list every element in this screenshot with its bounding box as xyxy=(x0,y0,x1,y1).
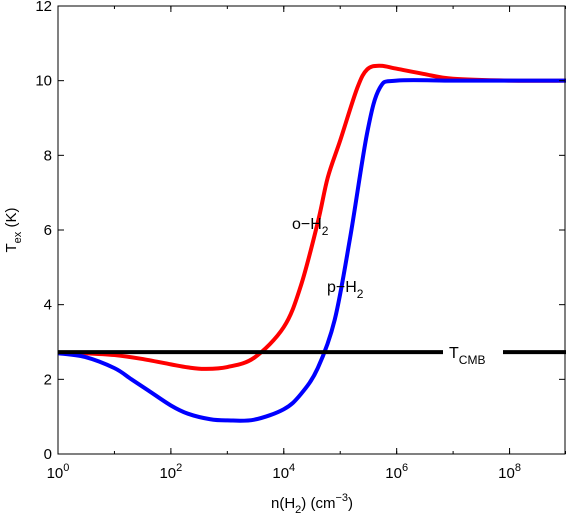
axis-ticks xyxy=(57,5,566,455)
series-line-1 xyxy=(58,78,566,423)
y-axis-label: Tex (K) xyxy=(3,208,24,253)
x-tick-label: 108 xyxy=(498,462,521,482)
y-tick-label: 10 xyxy=(35,73,52,90)
y-tick-label: 6 xyxy=(44,222,52,239)
tcmb-label-bg xyxy=(443,338,503,368)
x-tick-label: 100 xyxy=(47,462,70,482)
axis-labels: 100 102 104 106 108 0 2 4 6 8 10 12 n(H2) (cm−3) Tex … xyxy=(3,0,521,516)
y-tick-label: 12 xyxy=(35,0,52,15)
x-tick-label: 104 xyxy=(272,462,295,482)
y-tick-label: 0 xyxy=(44,446,52,463)
y-tick-label: 4 xyxy=(44,297,52,314)
curve-annotation-0: o−H2 xyxy=(292,216,329,238)
x-axis-label: n(H2) (cm−3) xyxy=(271,492,353,516)
curve-annotation-2: TCMB xyxy=(449,345,485,367)
curve-annotation-1: p−H2 xyxy=(327,279,364,301)
x-tick-label: 106 xyxy=(385,462,408,482)
y-tick-label: 8 xyxy=(44,147,52,164)
x-tick-label: 102 xyxy=(159,462,182,482)
series-line-0 xyxy=(58,63,566,371)
y-tick-label: 2 xyxy=(44,371,52,388)
